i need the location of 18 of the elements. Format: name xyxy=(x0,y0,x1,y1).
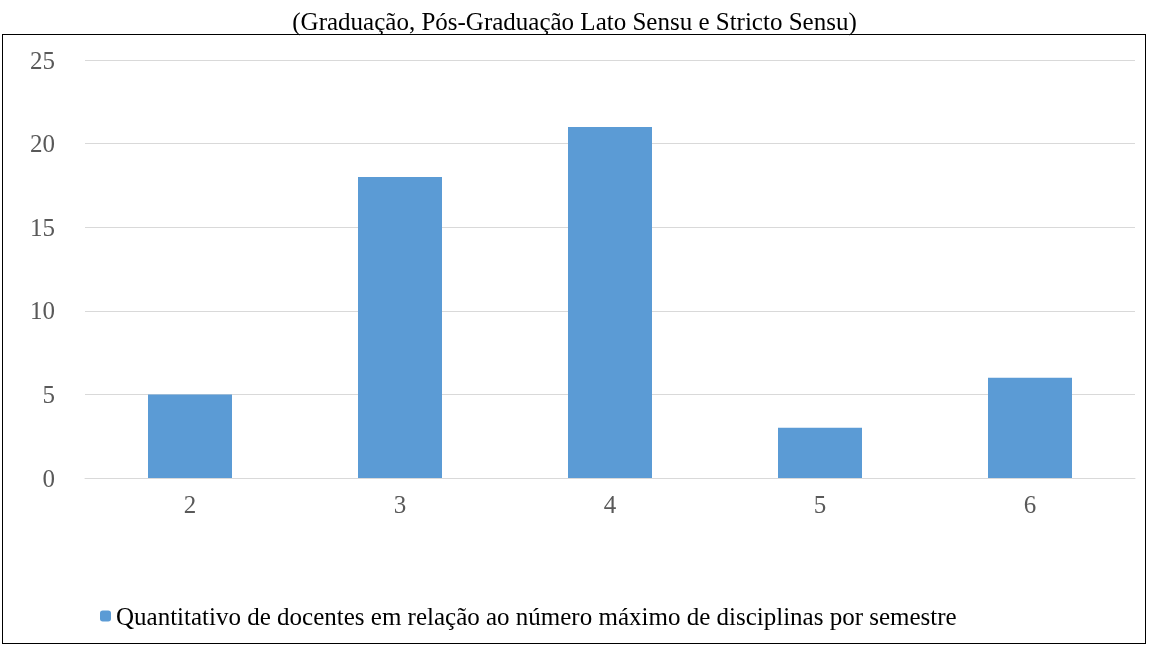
bar xyxy=(988,377,1072,478)
x-tick-label: 3 xyxy=(393,491,407,518)
y-tick-label: 20 xyxy=(30,130,55,158)
legend-label: Quantitativo de docentes em relação ao número máximo de disciplinas por semestre xyxy=(116,602,957,630)
y-tick-label: 25 xyxy=(30,46,55,74)
y-tick-label: 5 xyxy=(42,380,55,408)
bar xyxy=(148,394,232,478)
y-tick-label: 15 xyxy=(30,213,55,241)
bar xyxy=(778,427,862,478)
x-tick-label: 4 xyxy=(603,491,617,518)
bar xyxy=(568,126,652,478)
x-tick-label: 6 xyxy=(1023,491,1037,518)
chart-title: (Graduação, Pós-Graduação Lato Sensu e Stricto Sensu) xyxy=(292,8,857,36)
x-tick-label: 5 xyxy=(813,491,827,518)
x-tick-label: 2 xyxy=(183,491,197,518)
y-tick-label: 0 xyxy=(42,464,55,492)
y-tick-label: 10 xyxy=(30,297,55,325)
bar xyxy=(358,177,442,478)
